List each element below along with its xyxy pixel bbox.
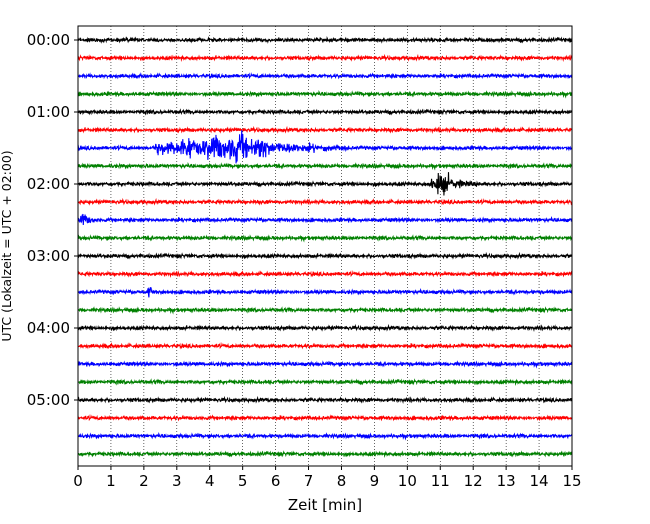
y-tick-label: 04:00 [27,319,70,337]
trace-row-16 [77,323,573,332]
y-tick-label: 05:00 [27,391,70,409]
x-tick-label: 0 [73,472,83,490]
trace-row-18 [77,360,573,369]
x-tick-label: 1 [106,472,116,490]
trace-row-2 [77,72,573,80]
x-axis-label: Zeit [min] [288,496,362,514]
grid-lines [110,26,540,466]
x-tick-label: 14 [530,472,549,490]
trace-row-21 [77,414,573,422]
x-tick-label: 5 [238,472,248,490]
trace-row-12 [77,251,573,260]
trace-row-0 [77,35,573,44]
x-tick-label: 11 [431,472,450,490]
x-tick-label: 10 [398,472,417,490]
y-axis-ticks: 00:00 01:00 02:00 03:00 04:00 05:00 [27,31,78,409]
trace-row-19 [77,378,573,386]
trace-row-23 [77,450,573,458]
trace-row-11 [77,234,573,243]
x-tick-label: 13 [497,472,516,490]
plot-frame [77,25,573,467]
trace-row-20 [77,395,573,404]
x-tick-label: 3 [172,472,182,490]
y-tick-label: 00:00 [27,31,70,49]
trace-row-9 [77,197,573,206]
trace-lines [77,35,573,458]
x-tick-label: 7 [304,472,314,490]
trace-row-7 [77,162,573,171]
trace-row-8 [77,172,573,196]
x-tick-label: 12 [464,472,483,490]
x-axis-ticks: 0 1 2 3 4 5 6 7 8 9 10 11 12 13 14 15 [73,466,582,490]
y-axis-label: UTC (Lokalzeit = UTC + 02:00) [0,150,14,341]
y-tick-label: 03:00 [27,247,70,265]
trace-row-22 [77,432,573,441]
trace-row-3 [77,90,573,99]
x-tick-label: 8 [337,472,347,490]
x-tick-label: 6 [271,472,281,490]
y-tick-label: 01:00 [27,103,70,121]
x-tick-label: 9 [370,472,380,490]
x-tick-label: 4 [205,472,215,490]
trace-row-1 [77,53,573,62]
trace-row-5 [77,125,573,134]
y-tick-label: 02:00 [27,175,70,193]
trace-row-6 [77,130,573,164]
trace-row-14 [77,287,573,298]
trace-row-4 [77,108,573,116]
trace-row-10 [77,213,573,225]
x-tick-label: 15 [562,472,581,490]
trace-row-13 [77,270,573,278]
trace-row-15 [77,306,573,315]
trace-row-17 [77,342,573,350]
x-tick-label: 2 [139,472,149,490]
